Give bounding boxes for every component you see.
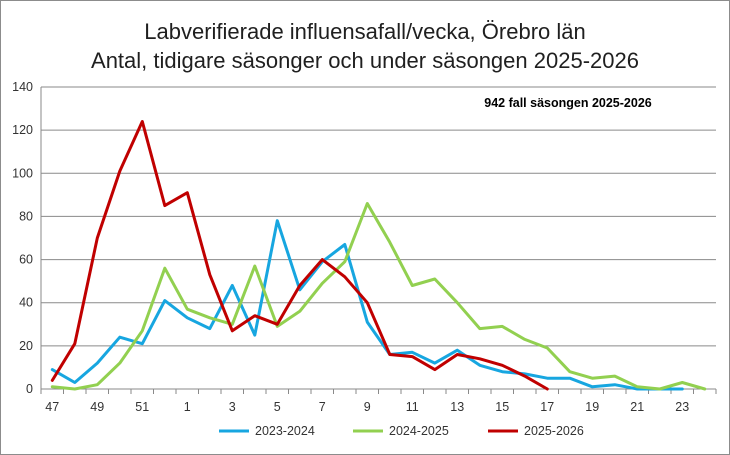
x-tick-label: 1: [184, 400, 191, 414]
x-tick-label: 7: [319, 400, 326, 414]
x-axis: 47 49 51 1 3 5 7 9 11 13 15 17 19 21 23: [40, 388, 717, 414]
x-tick-label: 49: [90, 400, 104, 414]
chart-subtitle: Antal, tidigare säsonger och under säson…: [91, 48, 639, 73]
y-tick-label: 20: [19, 339, 33, 353]
y-tick-label: 40: [19, 296, 33, 310]
y-tick-label: 100: [12, 166, 33, 180]
x-tick-label: 15: [495, 400, 509, 414]
x-tick-label: 23: [675, 400, 689, 414]
series-line-2024-2025: [50, 202, 707, 391]
plot-area: [50, 120, 707, 391]
x-tick-label: 47: [45, 400, 59, 414]
x-tick-label: 3: [229, 400, 236, 414]
y-tick-label: 120: [12, 123, 33, 137]
x-tick-label: 51: [135, 400, 149, 414]
x-tick-label: 21: [630, 400, 644, 414]
x-tick-label: 13: [450, 400, 464, 414]
series-line-2023-2024: [50, 219, 684, 391]
y-tick-label: 60: [19, 253, 33, 267]
x-tick-label: 11: [406, 400, 419, 414]
series-line-2025-2026: [50, 120, 549, 391]
legend-label: 2023-2024: [255, 424, 315, 438]
y-tick-label: 0: [26, 382, 33, 396]
legend-label: 2024-2025: [389, 424, 449, 438]
y-tick-label: 80: [19, 209, 33, 223]
x-tick-label: 17: [540, 400, 554, 414]
season-total-annotation: 942 fall säsongen 2025-2026: [484, 96, 652, 110]
x-tick-label: 9: [364, 400, 371, 414]
y-tick-label: 140: [12, 80, 33, 94]
y-axis: 0 20 40 60 80 100 120 140: [12, 80, 42, 396]
chart-title: Labverifierade influensafall/vecka, Öreb…: [144, 19, 585, 44]
x-tick-label: 19: [585, 400, 599, 414]
x-tick-label: 5: [274, 400, 281, 414]
legend: 2023-2024 2024-2025 2025-2026: [219, 424, 584, 438]
legend-label: 2025-2026: [524, 424, 584, 438]
